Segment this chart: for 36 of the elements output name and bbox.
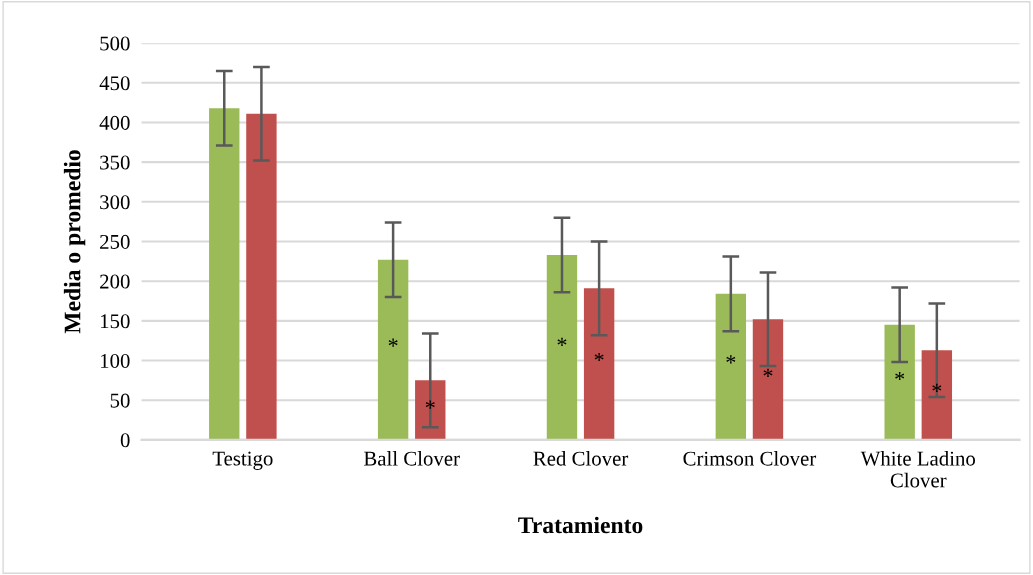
y-tick-label: 100 — [100, 353, 130, 368]
y-tick-label: 300 — [100, 195, 130, 210]
annotation: * — [425, 400, 435, 409]
y-tick-label: 500 — [100, 36, 130, 51]
annotation: * — [594, 352, 604, 362]
bar — [583, 288, 615, 440]
y-tick-label: 400 — [99, 115, 130, 130]
bar — [415, 380, 446, 440]
x-tick-label: Testigo — [212, 451, 273, 470]
annotation: * — [763, 368, 773, 377]
x-tick-label: Ball Clover — [363, 450, 460, 466]
x-tick-label: White Ladino Clover — [860, 450, 976, 488]
bar — [715, 293, 747, 440]
bar — [246, 113, 277, 440]
y-tick-label: 0 — [120, 433, 130, 448]
x-axis-title: Tratamiento — [518, 516, 643, 534]
bar — [209, 108, 240, 440]
y-tick-label: 250 — [100, 234, 130, 249]
y-tick-label: 150 — [100, 314, 130, 329]
y-tick-label: 450 — [99, 76, 130, 91]
bar — [752, 319, 784, 440]
annotation: * — [726, 355, 736, 364]
bar — [377, 259, 409, 440]
y-tick-label: 200 — [100, 274, 130, 289]
annotation: * — [932, 383, 942, 392]
annotation: * — [388, 338, 398, 347]
bar — [884, 324, 915, 440]
x-tick-label: Crimson Clover — [683, 450, 817, 466]
bar — [546, 254, 578, 440]
y-axis-title: Media o promedio — [63, 150, 86, 334]
y-tick-label: 350 — [100, 155, 130, 170]
annotation: * — [557, 337, 567, 346]
bar — [921, 350, 953, 440]
annotation: * — [895, 371, 905, 381]
x-tick-label: Red Clover — [533, 450, 629, 466]
y-tick-label: 50 — [110, 393, 130, 408]
